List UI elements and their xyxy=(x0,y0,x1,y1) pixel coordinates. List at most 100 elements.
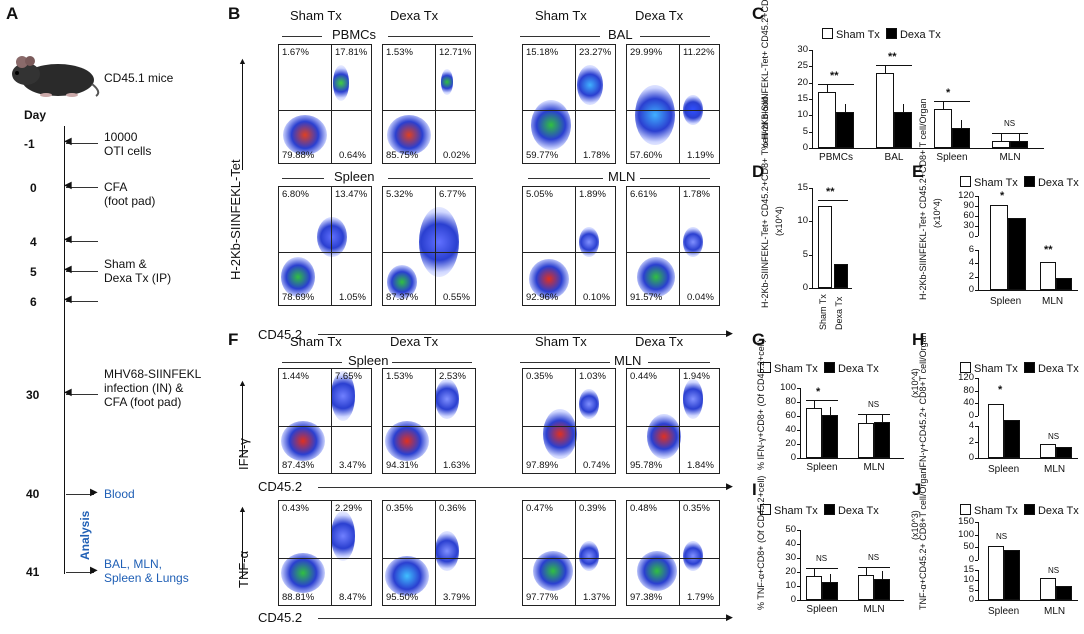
B-bot-q-lr: 0.55% xyxy=(443,292,470,303)
B-bot-q-ul: 6.61% xyxy=(630,189,657,200)
J-bar-dexa-mln xyxy=(1056,586,1072,600)
I-ytick: 0 xyxy=(790,594,796,605)
E-bot-ytick: 6 xyxy=(968,244,974,255)
E-bar-sham-mln xyxy=(1040,262,1056,290)
G-yaxis xyxy=(800,388,801,458)
F-tnf-cell-cluster xyxy=(579,541,599,571)
F-ifn-q-ur: 1.03% xyxy=(579,371,606,382)
C-ytick: 10 xyxy=(797,109,808,121)
day-4: 4 xyxy=(30,235,37,249)
F-tnf-cell-cluster xyxy=(435,531,459,571)
panel-label-J: J xyxy=(912,480,922,499)
F-ifn-q-ul: 1.44% xyxy=(282,371,309,382)
J-top-ytick: 100 xyxy=(958,528,974,540)
E-top-ytick: 60 xyxy=(963,210,974,221)
J-bot-ytick: 15 xyxy=(963,564,974,575)
C-ytick: 5 xyxy=(802,125,808,137)
B-top-q-lr: 1.19% xyxy=(687,150,714,161)
B-bot-q-ul: 5.05% xyxy=(526,189,553,200)
H-bar-dexa-spleen xyxy=(1004,420,1020,458)
C-sig: NS xyxy=(1004,119,1016,129)
F-flow-tnf-row: 0.43% 2.29% 88.81% 8.47% 0.35% 0.36% 95.50% 3.7… xyxy=(278,500,738,608)
C-ytick: 0 xyxy=(802,142,808,153)
J-sig: NS xyxy=(996,532,1008,541)
D-xaxis xyxy=(812,288,852,289)
I-sig: NS xyxy=(816,554,828,564)
F-tnf-q-ul: 0.48% xyxy=(630,503,657,514)
F-col-header-4: Dexa Tx xyxy=(635,334,684,349)
F-tnf-plot-4: 0.48% 0.35% 97.38% 1.79% xyxy=(626,500,720,606)
day-6: 6 xyxy=(30,295,37,309)
C-xlabel: PBMCs xyxy=(819,152,853,163)
panel-label-I: I xyxy=(752,480,757,499)
E-top-ytick: 90 xyxy=(963,200,974,211)
F-tnf-q-ur: 2.29% xyxy=(335,503,362,514)
C-xlabel: Spleen xyxy=(936,152,968,163)
panel-label-H: H xyxy=(912,330,925,349)
C-bar-sham xyxy=(818,92,836,148)
F-flow-ifn-row: 1.44% 7.65% 87.43% 3.47% 1.53% 2.53% 94.31% 1.6… xyxy=(278,368,738,478)
B-top-cell-cluster xyxy=(283,115,327,155)
B-top-cell-cluster xyxy=(577,65,603,105)
B-bot-plot-2: 5.32% 6.77% 87.37% 0.55% xyxy=(382,186,476,306)
J-top-yaxis xyxy=(978,522,979,560)
B-top-cell-cluster xyxy=(635,85,675,145)
F-tnf-q-lr: 1.37% xyxy=(583,592,610,603)
B-flow-bottom-row: 6.80% 13.47% 78.69% 1.05% 5.32% 6.77% 87.37% 0.… xyxy=(278,186,738,316)
B-top-cell-cluster xyxy=(441,69,453,95)
D-ytick: 0 xyxy=(802,282,808,293)
F-tnf-q-lr: 8.47% xyxy=(339,592,366,603)
B-bot-q-ur: 6.77% xyxy=(439,189,466,200)
F-tnf-q-ll: 97.38% xyxy=(630,592,663,603)
D-ytick: 10 xyxy=(797,215,808,227)
day-header: Day xyxy=(24,108,47,122)
B-bot-plot-1: 6.80% 13.47% 78.69% 1.05% xyxy=(278,186,372,306)
J-unit: (x10^3) xyxy=(910,510,920,540)
I-bar-dexa xyxy=(874,579,890,600)
E-sig: ** xyxy=(1044,244,1053,256)
B-bot-plot-4: 6.61% 1.78% 91.57% 0.04% xyxy=(626,186,720,306)
B-bot-q-ll: 87.37% xyxy=(386,292,419,303)
I-bar-sham xyxy=(858,574,874,600)
F-tnf-q-ur: 0.39% xyxy=(579,503,606,514)
H-bar-sham-mln xyxy=(1040,444,1056,458)
F-tnf-q-ur: 0.36% xyxy=(439,503,466,514)
J-top-ytick: 0 xyxy=(968,554,974,565)
H-bot-yaxis xyxy=(978,426,979,458)
J-xlabel: Spleen xyxy=(988,606,1020,617)
day-40: 40 xyxy=(26,487,40,501)
H-xlabel: Spleen xyxy=(988,464,1020,475)
panel-label-G: G xyxy=(752,330,766,349)
I-xlabel: MLN xyxy=(863,604,885,615)
D-ytick: 5 xyxy=(802,248,808,260)
H-unit: (x10^4) xyxy=(910,368,920,398)
F-col-header-1: Sham Tx xyxy=(290,334,342,349)
B-bot-cell-cluster xyxy=(387,265,417,299)
F-ifn-plot-4: 0.44% 1.94% 95.78% 1.84% xyxy=(626,368,720,474)
E-bar-dexa-spleen xyxy=(1008,218,1026,290)
F-tnf-q-ul: 0.35% xyxy=(386,503,413,514)
F-tnf-cell-cluster xyxy=(385,556,429,596)
J-xlabel: MLN xyxy=(1044,606,1066,617)
E-legend: Sham Tx Dexa Tx xyxy=(960,176,1079,189)
F-ifn-label: IFN-γ xyxy=(236,438,251,470)
B-bot-q-ll: 78.69% xyxy=(282,292,315,303)
G-ytick: 60 xyxy=(785,410,796,421)
panel-label-F: F xyxy=(228,330,239,349)
G-bar-dexa xyxy=(874,421,890,458)
B-bot-q-lr: 0.10% xyxy=(583,292,610,303)
B-top-q-ur: 11.22% xyxy=(683,47,715,58)
B-top-q-ll: 79.88% xyxy=(282,150,315,161)
timeline-axis xyxy=(64,126,65,574)
D-xlabel: Sham Tx xyxy=(818,294,828,330)
H-bot-ytick: 4 xyxy=(968,420,974,431)
B-tissue-pbmcs: PBMCs xyxy=(332,27,377,42)
B-top-cell-cluster xyxy=(387,115,431,155)
B-top-q-ur: 12.71% xyxy=(439,47,472,58)
F-ifn-cell-cluster xyxy=(331,371,355,421)
F-ifn-q-ul: 0.35% xyxy=(526,371,553,382)
F-tnf-plot-1: 0.43% 2.29% 88.81% 8.47% xyxy=(278,500,372,606)
G-xaxis xyxy=(800,458,904,459)
H-sig: * xyxy=(998,384,1003,396)
J-bar-sham-mln xyxy=(1040,578,1056,600)
